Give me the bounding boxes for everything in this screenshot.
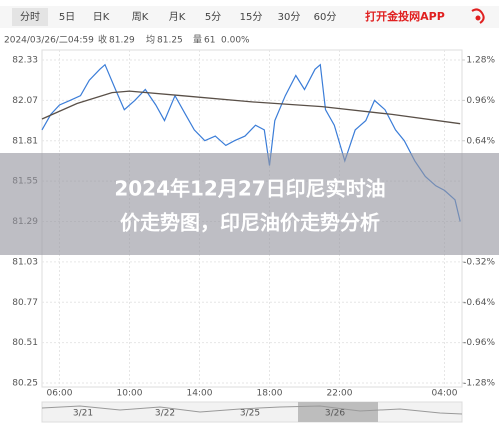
tab[interactable]: 60分 [314,11,337,23]
info-text: 61 [204,36,215,46]
tab[interactable]: 30分 [278,11,301,23]
x-tick-label: 18:00 [257,389,283,399]
tab[interactable]: 5日 [59,12,75,23]
info-text: 81.29 [109,36,135,46]
info-text: 收 [98,34,107,46]
navigator-label: 3/26 [325,409,345,419]
y-tick-label: 81.81 [12,136,38,146]
y-tick-label: 82.07 [12,96,38,106]
x-tick-label: 14:00 [187,389,213,399]
y2-tick-label: -0.96% [463,338,495,348]
tab-selected-bg [12,8,48,26]
y2-tick-label: -0.64% [463,298,495,308]
info-text: 0.00% [221,36,250,46]
info-text: 均 [146,34,155,46]
navigator-line [41,405,463,415]
y2-tick-label: 1.28% [466,56,495,66]
tab[interactable]: 5分 [205,11,221,23]
y-tick-label: 82.33 [12,56,38,66]
app-icon[interactable] [471,8,485,24]
y2-tick-label: -1.28% [463,379,495,389]
overlay-title: 2024年12月27日印尼实时油 [114,177,385,201]
navigator-label: 3/25 [240,409,260,419]
x-tick-label: 04:00 [432,389,458,399]
y-tick-label: 80.77 [12,298,38,308]
info-text: 量 [193,35,202,46]
tab[interactable]: 15分 [240,11,263,23]
overlay-title: 价走势图，印尼油价走势分析 [120,211,380,235]
x-tick-label: 10:00 [117,389,143,399]
info-line: 2024/03/26/二04:59 收 81.29 均 81.25 量 61 0.00% [4,34,250,46]
series-line [41,63,461,222]
y2-tick-label: -0.32% [463,257,495,267]
overlay-band [0,153,499,255]
app-link[interactable]: 打开金投网APP [365,9,445,23]
series-line [41,90,461,125]
navigator-window [298,402,378,422]
navigator-label: 3/21 [73,409,93,419]
info-text: 2024/03/26/二04:59 [4,36,94,46]
tab-bar [0,6,499,28]
tab[interactable]: 分时 [20,11,40,23]
y-tick-label: 80.25 [12,379,38,389]
tab[interactable]: 周K [132,11,149,23]
navigator: 3/21 3/22 3/25 3/26 [41,401,463,423]
y2-tick-label: 0.96% [466,96,495,106]
y2-tick-label: 0.64% [466,136,495,146]
x-tick-label: 22:00 [327,389,353,399]
info-text: 81.25 [157,36,183,46]
navigator-label: 3/22 [155,409,175,419]
tab[interactable]: 月K [169,11,186,23]
y-tick-label: 81.03 [12,257,38,267]
x-tick-label: 06:00 [47,389,73,399]
y-tick-label: 80.51 [12,338,38,348]
tab[interactable]: 日K [93,12,110,23]
